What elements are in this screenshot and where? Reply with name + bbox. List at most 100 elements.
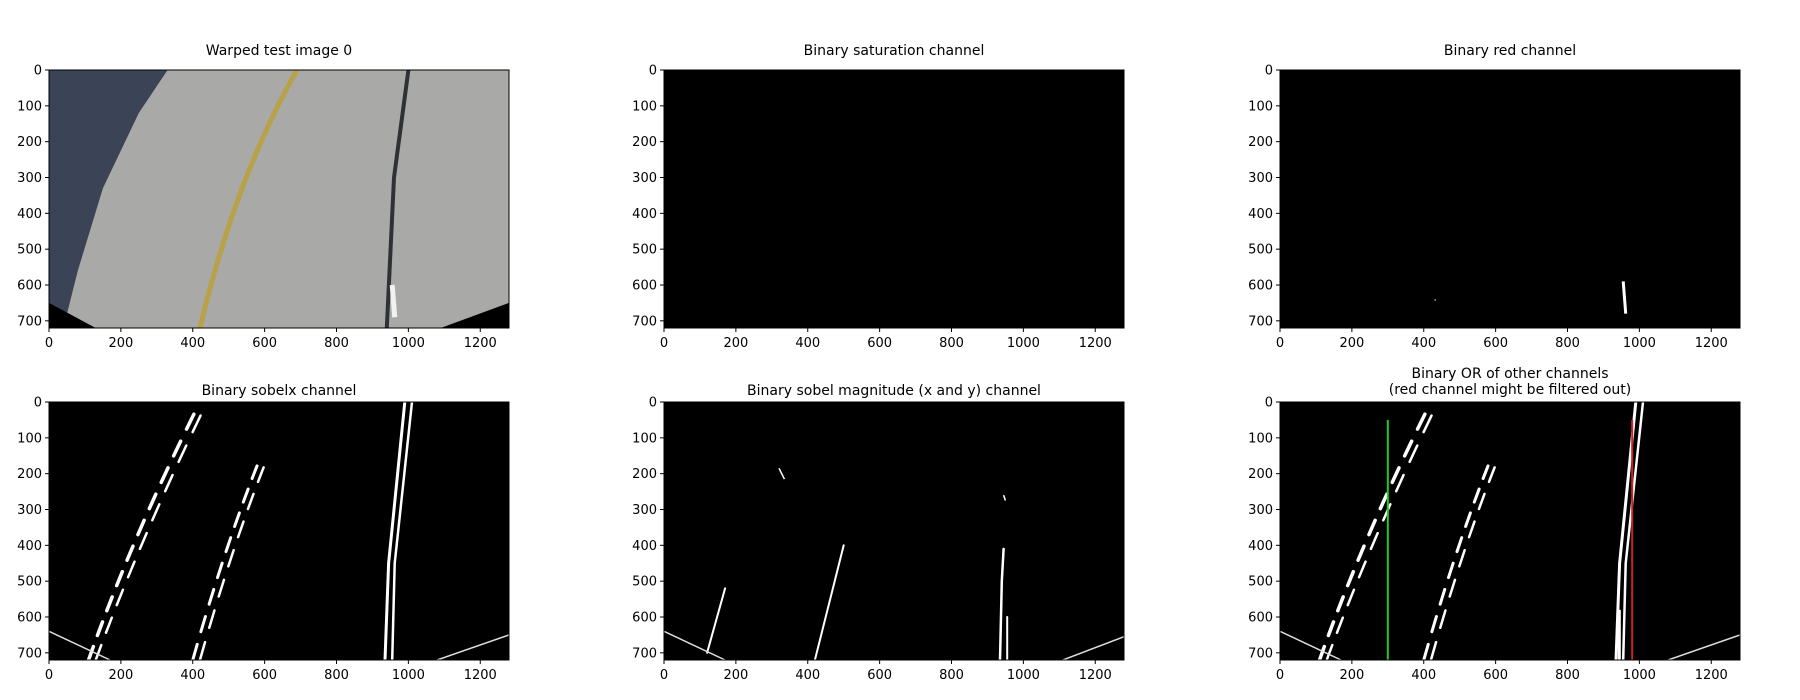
lane-pixels <box>224 536 233 554</box>
y-tick-label: 700 <box>17 646 42 661</box>
lane-pixels <box>1481 464 1490 481</box>
x-tick-label: 1200 <box>464 668 497 683</box>
warp-edge <box>49 630 111 660</box>
lane-pixels <box>198 640 207 660</box>
subplot: 0 200 400 600 800 1000 1200 0 100 200 300 400 500 600… <box>1248 396 1741 683</box>
lane-pixels <box>1326 620 1336 638</box>
image-area <box>1280 402 1740 660</box>
subplot: 0 200 400 600 800 1000 1200 0 100 200 300 400 500 600… <box>632 396 1125 683</box>
lane-pixels <box>1394 473 1405 493</box>
lane-pixels <box>1621 281 1628 314</box>
lane-pixels <box>1439 609 1447 629</box>
axes-frame <box>48 401 510 661</box>
x-tick-label: 600 <box>252 668 277 683</box>
x-tick-label: 1000 <box>392 336 425 351</box>
lane-pixels <box>813 544 845 660</box>
y-tick-label: 700 <box>632 314 657 329</box>
warp-edge <box>436 634 509 660</box>
lane-pixels <box>250 464 259 481</box>
noise-pixel <box>778 467 786 480</box>
x-tick-label: 1000 <box>1007 668 1040 683</box>
image-background <box>1280 402 1740 660</box>
panel-title: Binary OR of other channels (red channel… <box>1388 366 1632 398</box>
image-area <box>1280 70 1740 328</box>
y-tick-label: 500 <box>1248 243 1273 258</box>
x-tick-label: 1000 <box>1007 336 1040 351</box>
lane-pixels <box>1430 615 1438 634</box>
x-tick-label: 400 <box>795 668 820 683</box>
lane-pixels <box>159 466 170 485</box>
y-tick-label: 500 <box>632 575 657 590</box>
x-tick-label: 0 <box>1276 668 1284 683</box>
y-tick-label: 400 <box>17 207 42 222</box>
lane-pixels <box>1438 587 1447 606</box>
y-tick-label: 500 <box>17 575 42 590</box>
image-background <box>664 70 1124 328</box>
lane-pixels <box>998 547 1005 660</box>
lane-pixels <box>104 616 114 634</box>
panel-title: Binary sobel magnitude (x and y) channel <box>747 383 1041 399</box>
lane-pixels <box>1336 595 1345 613</box>
x-tick-label: 1200 <box>464 336 497 351</box>
warp-edge <box>664 630 726 660</box>
y-tick-label: 300 <box>632 171 657 186</box>
lane-pixels <box>177 444 188 464</box>
y-tick-label: 200 <box>1248 467 1273 482</box>
subplot: 0 200 400 600 800 1000 1200 0 100 200 300 400 500 600… <box>17 396 510 683</box>
x-tick-label: 800 <box>939 336 964 351</box>
axes-frame <box>663 69 1125 329</box>
lane-pixels <box>1335 616 1345 634</box>
lane-pixels <box>1614 402 1638 660</box>
y-tick-label: 100 <box>17 99 42 114</box>
lane-pixels <box>86 644 96 660</box>
warp-edge <box>1062 636 1124 660</box>
y-tick-label: 700 <box>1248 646 1273 661</box>
lane-pixels <box>1464 511 1472 528</box>
lane-pixels <box>1477 492 1486 511</box>
lane-pixels <box>199 615 207 634</box>
x-tick-label: 0 <box>1276 336 1284 351</box>
lane-pixels <box>163 473 174 493</box>
x-tick-label: 200 <box>723 668 748 683</box>
x-tick-label: 200 <box>108 668 133 683</box>
y-tick-label: 500 <box>1248 575 1273 590</box>
x-tick-label: 800 <box>324 668 349 683</box>
x-tick-label: 400 <box>1411 336 1436 351</box>
y-tick-label: 300 <box>17 171 42 186</box>
x-tick-label: 400 <box>795 336 820 351</box>
panel-title: Warped test image 0 <box>205 43 353 59</box>
y-tick-label: 600 <box>1248 611 1273 626</box>
lane-pixels <box>1356 544 1366 562</box>
x-tick-label: 1200 <box>1695 336 1728 351</box>
lane-pixels <box>1455 536 1464 554</box>
y-tick-label: 400 <box>632 539 657 554</box>
lane-pixels <box>1617 609 1621 660</box>
lane-pixels <box>217 578 226 598</box>
y-tick-label: 500 <box>17 243 42 258</box>
y-tick-label: 0 <box>1265 396 1273 411</box>
panel-title: Binary saturation channel <box>803 43 985 59</box>
x-tick-label: 600 <box>252 336 277 351</box>
x-tick-label: 1000 <box>1623 336 1656 351</box>
lane-pixels <box>136 518 146 537</box>
lane-pixels <box>1408 444 1419 464</box>
x-tick-label: 0 <box>45 336 53 351</box>
lane-pixels <box>1467 520 1476 539</box>
lane-pixels <box>1472 487 1481 504</box>
lane-pixels <box>216 561 224 580</box>
y-tick-label: 300 <box>17 503 42 518</box>
lane-pixels <box>147 492 158 511</box>
noise-pixel <box>1002 494 1007 501</box>
y-tick-label: 100 <box>632 99 657 114</box>
x-tick-label: 600 <box>1483 336 1508 351</box>
y-tick-label: 200 <box>17 135 42 150</box>
y-tick-label: 100 <box>1248 99 1273 114</box>
lane-pixels <box>95 620 105 638</box>
lane-pixels <box>138 531 148 551</box>
lane-pixels <box>227 548 235 568</box>
crack-line <box>384 70 411 328</box>
y-tick-label: 700 <box>17 314 42 329</box>
y-tick-label: 0 <box>34 396 42 411</box>
white-lane-dash <box>389 284 398 318</box>
